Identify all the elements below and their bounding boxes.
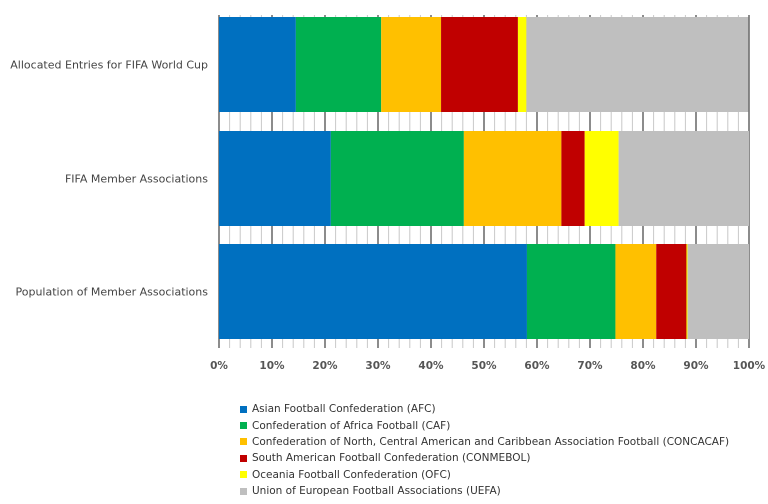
legend-label: Confederation of North, Central American… bbox=[252, 435, 730, 448]
bar-segment bbox=[219, 131, 331, 226]
legend-item: Asian Football Confederation (AFC) bbox=[240, 401, 729, 417]
x-tick-label: 10% bbox=[259, 360, 285, 372]
legend-label: Union of European Football Associations … bbox=[252, 485, 501, 498]
bar-segment bbox=[219, 244, 527, 339]
legend-item: Confederation of Africa Football (CAF) bbox=[240, 417, 729, 433]
legend-swatch bbox=[240, 422, 247, 430]
legend-item: Oceania Football Confederation (OFC) bbox=[240, 467, 729, 483]
x-tick-label: 20% bbox=[312, 360, 338, 372]
legend-label: Confederation of Africa Football (CAF) bbox=[252, 419, 451, 432]
bar-segment bbox=[618, 131, 749, 226]
bar-segment bbox=[615, 244, 657, 339]
x-tick-label: 60% bbox=[524, 360, 550, 372]
x-tick-label: 80% bbox=[630, 360, 656, 372]
x-tick-label: 50% bbox=[471, 360, 497, 372]
legend-label: South American Football Confederation (C… bbox=[252, 452, 531, 465]
x-tick-label: 100% bbox=[733, 360, 766, 372]
bar-segment bbox=[463, 131, 562, 226]
x-tick-label: 70% bbox=[577, 360, 603, 372]
x-tick-label: 0% bbox=[210, 360, 228, 372]
bar-segment bbox=[441, 17, 518, 112]
bar-segment bbox=[295, 17, 382, 112]
stacked-bar-chart: Allocated Entries for FIFA World Cup FIFA… bbox=[10, 15, 766, 372]
legend-swatch bbox=[240, 438, 247, 446]
x-tick-label: 40% bbox=[418, 360, 444, 372]
bar-segment bbox=[526, 17, 749, 112]
x-tick-label: 30% bbox=[365, 360, 391, 372]
bar-segment bbox=[219, 17, 296, 112]
legend-item: South American Football Confederation (C… bbox=[240, 450, 729, 466]
legend: Asian Football Confederation (AFC) Confed… bbox=[240, 401, 729, 499]
category-label: FIFA Member Associations bbox=[65, 173, 208, 186]
bar-segment bbox=[687, 244, 749, 339]
legend-label: Asian Football Confederation (AFC) bbox=[252, 403, 436, 416]
legend-swatch bbox=[240, 454, 247, 462]
bar-segment bbox=[656, 244, 687, 339]
legend-swatch bbox=[240, 471, 247, 479]
category-label: Population of Member Associations bbox=[16, 286, 209, 299]
bar-segment bbox=[517, 17, 527, 112]
legend-item: Confederation of North, Central American… bbox=[240, 434, 729, 450]
legend-label: Oceania Football Confederation (OFC) bbox=[252, 468, 451, 481]
category-label: Allocated Entries for FIFA World Cup bbox=[10, 59, 208, 72]
bar-segment bbox=[330, 131, 464, 226]
legend-item: Union of European Football Associations … bbox=[240, 483, 729, 499]
bar-segment bbox=[686, 244, 688, 339]
legend-swatch bbox=[240, 487, 247, 495]
x-tick-label: 90% bbox=[683, 360, 709, 372]
legend-swatch bbox=[240, 405, 247, 413]
bar-segment bbox=[381, 17, 442, 112]
bar-segment bbox=[584, 131, 619, 226]
bar-segment bbox=[561, 131, 585, 226]
bar-segment bbox=[526, 244, 616, 339]
